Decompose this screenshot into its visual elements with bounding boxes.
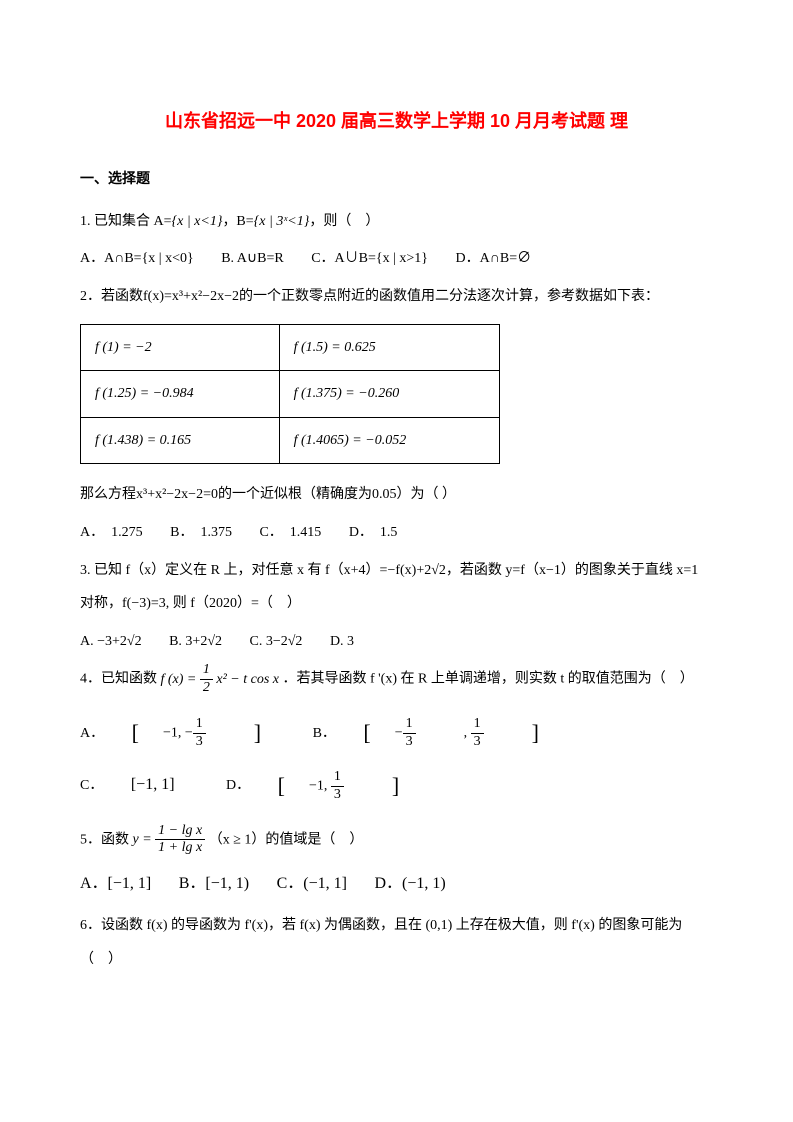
q4-suffix: ．若其导函数 f '(x) 在 R 上单调递增，则实数 t 的取值范围为（ ） xyxy=(283,672,694,687)
question-5: 5．函数 y = 1 − lg x1 + lg x （x ≥ 1）的值域是（ ） xyxy=(80,823,713,858)
q1-opt-d: D．A∩B=∅ xyxy=(456,242,532,276)
q1-opt-c: C．A∪B={x | x>1} xyxy=(311,242,428,276)
q2-opt-c: C． 1.415 xyxy=(259,516,321,550)
table-row: f (1.438) = 0.165 f (1.4065) = −0.052 xyxy=(81,417,500,464)
q2-text2: 那么方程x³+x²−2x−2=0的一个近似根（精确度为0.05）为（ ） xyxy=(80,478,713,512)
q1-opt-a: A．A∩B={x | x<0} xyxy=(80,242,194,276)
q5-opt-a: A．[−1, 1] xyxy=(80,865,151,903)
q1-text-prefix: 1. 已知集合 A= xyxy=(80,214,172,229)
q1-text-suffix: ，则（ ） xyxy=(309,214,379,229)
q3-opt-c: C. 3−2√2 xyxy=(250,625,303,659)
q3-opt-d: D. 3 xyxy=(330,625,354,659)
q4-options: A． [−1, −13] B． [−13, 13] C． [−1, 1] D． … xyxy=(80,707,713,813)
question-4: 4．已知函数 f (x) = 12 x² − t cos x ．若其导函数 f … xyxy=(80,662,713,697)
table-row: f (1.25) = −0.984 f (1.375) = −0.260 xyxy=(81,371,500,418)
q2-opt-d: D． 1.5 xyxy=(349,516,398,550)
q5-opt-d: D．(−1, 1) xyxy=(374,865,445,903)
q4-opt-b: B． [−13, 13] xyxy=(313,707,563,760)
q4-prefix: 4．已知函数 xyxy=(80,672,161,687)
q1-options: A．A∩B={x | x<0} B. A∪B=R C．A∪B={x | x>1}… xyxy=(80,242,713,276)
section-header: 一、选择题 xyxy=(80,163,713,197)
table-cell: f (1.375) = −0.260 xyxy=(279,371,499,418)
exam-title: 山东省招远一中 2020 届高三数学上学期 10 月月考试题 理 xyxy=(80,100,713,143)
question-1: 1. 已知集合 A={x | x<1}，B={x | 3ˣ<1}，则（ ） xyxy=(80,205,713,239)
table-cell: f (1.4065) = −0.052 xyxy=(279,417,499,464)
question-3: 3. 已知 f（x）定义在 R 上，对任意 x 有 f（x+4）=−f(x)+2… xyxy=(80,554,713,621)
q5-prefix: 5．函数 xyxy=(80,832,133,847)
q2-data-table: f (1) = −2 f (1.5) = 0.625 f (1.25) = −0… xyxy=(80,324,500,465)
q4-opt-c: C． [−1, 1] xyxy=(80,766,199,804)
question-2: 2．若函数f(x)=x³+x²−2x−2的一个正数零点附近的函数值用二分法逐次计… xyxy=(80,280,713,314)
table-row: f (1) = −2 f (1.5) = 0.625 xyxy=(81,324,500,371)
q3-opt-a: A. −3+2√2 xyxy=(80,625,142,659)
q5-options: A．[−1, 1] B．[−1, 1) C．(−1, 1] D．(−1, 1) xyxy=(80,865,713,903)
q5-opt-c: C．(−1, 1] xyxy=(277,865,347,903)
q3-options: A. −3+2√2 B. 3+2√2 C. 3−2√2 D. 3 xyxy=(80,625,713,659)
q5-suffix: （x ≥ 1）的值域是（ ） xyxy=(209,832,364,847)
question-6: 6．设函数 f(x) 的导函数为 f'(x)，若 f(x) 为偶函数，且在 (0… xyxy=(80,909,713,976)
q1-opt-b: B. A∪B=R xyxy=(221,242,284,276)
q3-opt-b: B. 3+2√2 xyxy=(169,625,222,659)
table-cell: f (1.5) = 0.625 xyxy=(279,324,499,371)
q2-opt-b: B． 1.375 xyxy=(170,516,232,550)
q5-opt-b: B．[−1, 1) xyxy=(179,865,249,903)
q2-options: A． 1.275 B． 1.375 C． 1.415 D． 1.5 xyxy=(80,516,713,550)
q5-formula: y = 1 − lg x1 + lg x xyxy=(133,832,209,847)
table-cell: f (1.25) = −0.984 xyxy=(81,371,280,418)
q2-opt-a: A． 1.275 xyxy=(80,516,143,550)
q4-formula: f (x) = 12 x² − t cos x xyxy=(161,672,280,687)
q1-set-a: {x | x<1} xyxy=(172,214,223,229)
q4-opt-a: A． [−1, −13] xyxy=(80,707,285,760)
table-cell: f (1) = −2 xyxy=(81,324,280,371)
q1-text-mid: ，B= xyxy=(222,214,253,229)
table-cell: f (1.438) = 0.165 xyxy=(81,417,280,464)
q1-set-b: {x | 3ˣ<1} xyxy=(254,214,310,229)
q4-opt-d: D． [−1, 13] xyxy=(226,760,423,813)
